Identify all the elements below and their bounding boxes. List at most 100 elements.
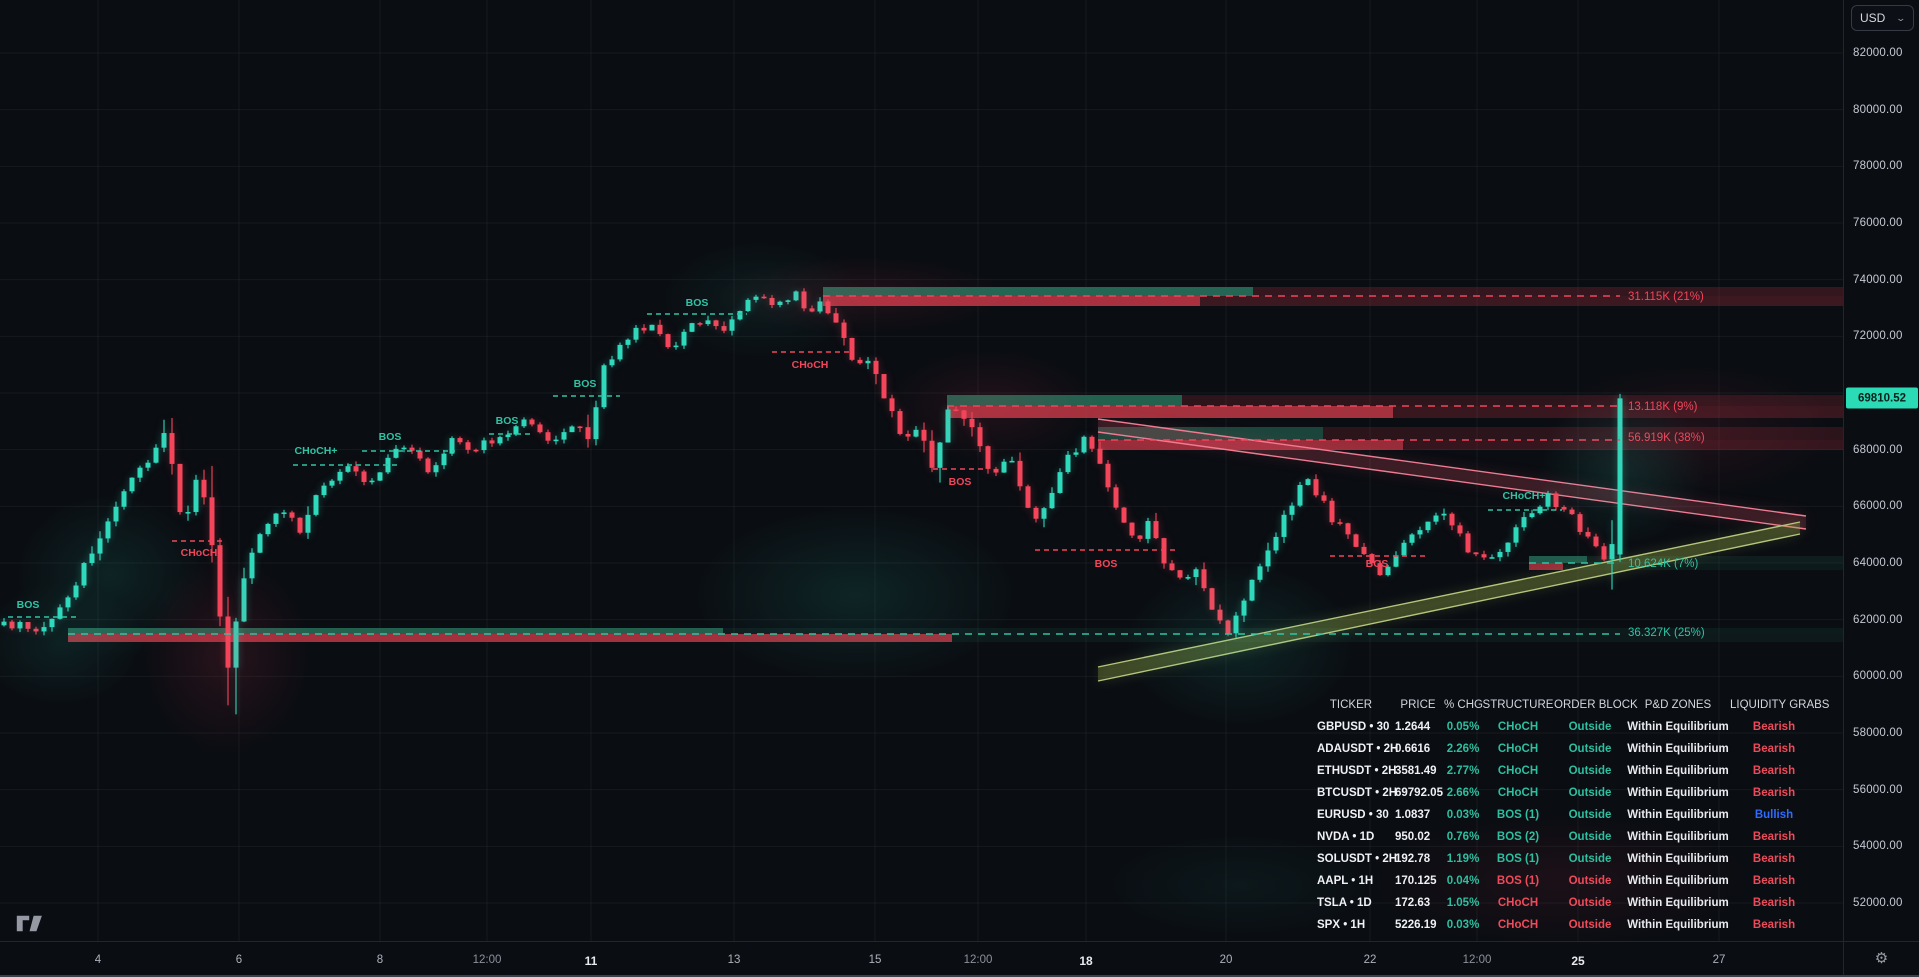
order-block-rect: [947, 406, 1393, 418]
order-block-rect: [1098, 440, 1403, 450]
currency-label: USD: [1860, 11, 1886, 25]
candle-body: [1185, 577, 1191, 579]
tradingview-logo[interactable]: [12, 908, 52, 938]
candle-body: [769, 297, 775, 305]
time-tick-label: 25: [1571, 954, 1585, 968]
candle-body: [409, 447, 415, 451]
structure-cell: CHoCH: [1497, 765, 1539, 777]
pd-zones-cell: Within Equilibrium: [1627, 875, 1729, 887]
table-row[interactable]: TSLA • 1D 172.63 1.05% CHoCH Outside Within E…: [1310, 892, 1818, 914]
ticker-cell: EURUSD • 30: [1317, 809, 1389, 821]
price-tick-label: 60000.00: [1853, 670, 1903, 683]
candle-body: [121, 491, 127, 507]
candle-body: [481, 440, 487, 451]
candle-body: [1505, 542, 1511, 552]
table-header-row: TICKER PRICE % CHG STRUCTURE ORDER BLOCK P&D …: [1310, 694, 1830, 716]
candle-body: [705, 320, 711, 325]
candle-body: [193, 479, 199, 512]
candle-body: [1489, 557, 1495, 559]
candle-body: [673, 345, 679, 348]
liquidity-level-label: 13.118K (9%): [1628, 401, 1698, 413]
price-cell: 0.6616: [1395, 743, 1431, 755]
candle-body: [1561, 507, 1567, 510]
pd-zones-cell: Within Equilibrium: [1627, 721, 1729, 733]
candle-body: [865, 360, 871, 364]
candle-body: [305, 514, 311, 533]
ticker-cell: ETHUSDT • 2H: [1317, 765, 1397, 777]
watchlist-screener-table: TICKER PRICE % CHG STRUCTURE ORDER BLOCK P&D …: [1310, 694, 1830, 936]
price-tick-label: 64000.00: [1853, 557, 1903, 569]
chg-cell: 0.03%: [1446, 919, 1480, 931]
candle-body: [985, 446, 991, 469]
order-block-cell: Outside: [1568, 787, 1612, 799]
ascending-support-band[interactable]: [1097, 521, 1801, 682]
price-tick-label: 74000.00: [1853, 273, 1903, 286]
liquidity-cell: Bearish: [1752, 721, 1796, 733]
column-header: ORDER BLOCK: [1554, 699, 1638, 711]
price-cell: 69792.05: [1395, 787, 1443, 799]
liquidity-cell: Bearish: [1752, 875, 1796, 887]
candle-body: [1281, 514, 1287, 537]
candle-body: [681, 331, 687, 346]
table-row[interactable]: ADAUSDT • 2H 0.6616 2.26% CHoCH Outside Withi…: [1310, 738, 1818, 760]
candle-body: [577, 426, 583, 429]
candle-body: [369, 480, 375, 483]
currency-selector[interactable]: USD ⌄: [1851, 5, 1914, 31]
table-row[interactable]: SOLUSDT • 2H 192.78 1.19% BOS (1) Outside Wit…: [1310, 848, 1818, 870]
candle-body: [561, 432, 567, 440]
candle-body: [1457, 525, 1463, 534]
time-tick-label: 12:00: [1462, 954, 1492, 966]
order-block-rect: [1182, 395, 1843, 406]
candle-body: [529, 419, 535, 425]
candle-body: [585, 427, 591, 440]
candle-body: [961, 410, 967, 419]
descending-resistance-band[interactable]: [1097, 418, 1807, 530]
order-block-rect: [1253, 287, 1843, 296]
order-block-cell: Outside: [1568, 809, 1612, 821]
liquidity-level-label: 36.327K (25%): [1628, 627, 1705, 639]
ticker-cell: GBPUSD • 30: [1317, 721, 1390, 733]
gear-icon[interactable]: ⚙: [1874, 950, 1889, 967]
candle-body: [1313, 479, 1319, 496]
table-row[interactable]: SPX • 1H 5226.19 0.03% CHoCH Outside Within E…: [1310, 914, 1818, 936]
price-cell: 3581.49: [1395, 765, 1437, 777]
candle-body: [601, 365, 607, 408]
table-row[interactable]: AAPL • 1H 170.125 0.04% BOS (1) Outside Withi…: [1310, 870, 1818, 892]
candle-body: [17, 622, 23, 629]
liquidity-cell: Bearish: [1752, 787, 1796, 799]
time-tick-label: 6: [235, 954, 243, 966]
candle-body: [233, 621, 239, 668]
table-row[interactable]: GBPUSD • 30 1.2644 0.05% CHoCH Outside Within…: [1310, 716, 1818, 738]
time-axis[interactable]: 4 6 8 12:00 11 13 15 12:00 18 20 22 12:00 25 27 ⚙: [0, 941, 1919, 977]
candle-body: [761, 296, 767, 299]
table-row[interactable]: BTCUSDT • 2H 69792.05 2.66% CHoCH Outside Wit…: [1310, 782, 1818, 804]
candle-body: [633, 327, 639, 340]
price-tick-label: 54000.00: [1853, 840, 1903, 853]
table-row[interactable]: NVDA • 1D 950.02 0.76% BOS (2) Outside Within…: [1310, 826, 1818, 848]
candlestick-chart: 31.115K (21%) 13.118K (9%) 56.919K (38%) 10…: [0, 0, 1843, 941]
candle-body: [1417, 530, 1423, 535]
candle-body: [377, 472, 383, 481]
candle-body: [225, 616, 231, 668]
time-tick-label: 15: [868, 954, 882, 966]
candle-body: [441, 453, 447, 466]
structure-cell: CHoCH: [1497, 787, 1539, 799]
liquidity-level-label: 10.624K (7%): [1628, 558, 1698, 570]
ticker-cell: AAPL • 1H: [1317, 875, 1374, 887]
candle-body: [185, 511, 191, 514]
time-tick-label: 12:00: [472, 954, 502, 966]
candle-body: [1065, 454, 1071, 473]
liquidity-cell: Bearish: [1752, 831, 1796, 843]
candle-body: [1233, 615, 1239, 634]
candle-body: [201, 479, 207, 498]
structure-label: BOS: [949, 476, 972, 488]
candle-body: [337, 471, 343, 481]
pd-zones-cell: Within Equilibrium: [1627, 919, 1729, 931]
candle-body: [1425, 521, 1431, 531]
price-axis[interactable]: USD ⌄ 82000.00 80000.00 78000.00 76000.00 74…: [1843, 0, 1919, 941]
table-row[interactable]: EURUSD • 30 1.0837 0.03% BOS (1) Outside With…: [1310, 804, 1818, 826]
candle-body: [617, 344, 623, 360]
table-row[interactable]: ETHUSDT • 2H 3581.49 2.77% CHoCH Outside With…: [1310, 760, 1818, 782]
candle-body: [313, 495, 319, 515]
